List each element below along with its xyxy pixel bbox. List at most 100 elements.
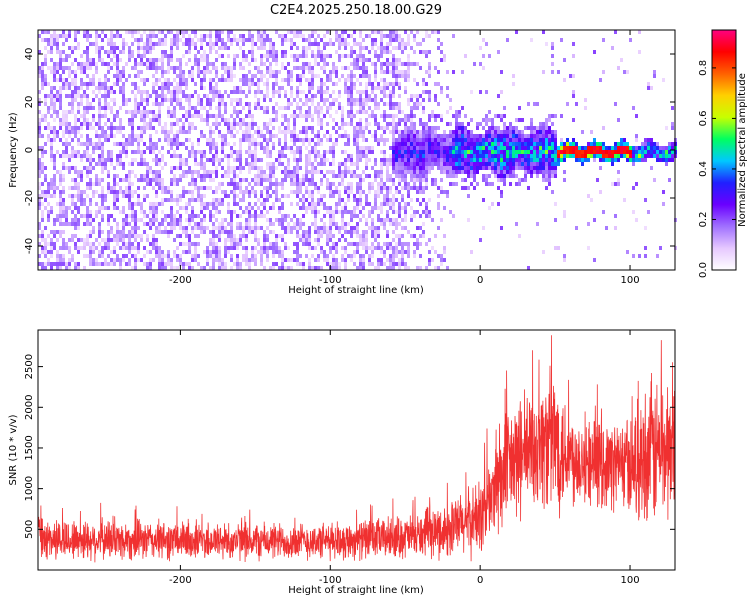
heatmap-cell xyxy=(236,154,239,158)
heatmap-cell xyxy=(365,86,368,90)
heatmap-cell xyxy=(161,94,164,98)
heatmap-cell xyxy=(437,82,440,86)
heatmap-cell xyxy=(236,266,239,270)
heatmap-cell xyxy=(419,130,422,134)
heatmap-cell xyxy=(308,266,311,270)
heatmap-cell xyxy=(353,210,356,214)
heatmap-cell xyxy=(254,130,257,134)
heatmap-cell xyxy=(359,190,362,194)
heatmap-cell xyxy=(86,110,89,114)
heatmap-cell xyxy=(110,250,113,254)
heatmap-cell xyxy=(176,254,179,258)
heatmap-cell xyxy=(380,38,383,42)
heatmap-cell xyxy=(359,194,362,198)
heatmap-cell xyxy=(242,106,245,110)
heatmap-cell xyxy=(50,126,53,130)
heatmap-cell xyxy=(314,110,317,114)
heatmap-cell xyxy=(188,218,191,222)
heatmap-cell xyxy=(125,30,128,34)
heatmap-cell xyxy=(452,170,455,174)
heatmap-cell xyxy=(38,110,41,114)
heatmap-cell xyxy=(428,126,431,130)
heatmap-cell xyxy=(236,110,239,114)
heatmap-cell xyxy=(203,250,206,254)
heatmap-cell xyxy=(53,118,56,122)
heatmap-cell xyxy=(344,90,347,94)
heatmap-cell xyxy=(299,106,302,110)
heatmap-cell xyxy=(401,218,404,222)
heatmap-cell xyxy=(152,42,155,46)
heatmap-cell xyxy=(179,226,182,230)
heatmap-cell xyxy=(128,30,131,34)
heatmap-cell xyxy=(464,166,467,170)
heatmap-cell xyxy=(230,146,233,150)
heatmap-cell xyxy=(491,134,494,138)
heatmap-cell xyxy=(77,42,80,46)
heatmap-cell xyxy=(386,122,389,126)
heatmap-cell xyxy=(68,134,71,138)
heatmap-cell xyxy=(344,202,347,206)
heatmap-cell xyxy=(188,38,191,42)
heatmap-cell xyxy=(50,138,53,142)
heatmap-cell xyxy=(317,202,320,206)
heatmap-cell xyxy=(482,146,485,150)
heatmap-cell xyxy=(83,166,86,170)
heatmap-cell xyxy=(134,202,137,206)
heatmap-cell xyxy=(473,154,476,158)
heatmap-cell xyxy=(254,226,257,230)
heatmap-cell xyxy=(278,250,281,254)
heatmap-cell xyxy=(527,150,530,154)
heatmap-cell xyxy=(254,122,257,126)
heatmap-cell xyxy=(62,118,65,122)
heatmap-cell xyxy=(83,106,86,110)
heatmap-cell xyxy=(485,154,488,158)
heatmap-cell xyxy=(263,42,266,46)
heatmap-cell xyxy=(416,106,419,110)
heatmap-cell xyxy=(44,238,47,242)
heatmap-cell xyxy=(305,170,308,174)
heatmap-cell xyxy=(305,206,308,210)
heatmap-cell xyxy=(74,186,77,190)
heatmap-cell xyxy=(53,94,56,98)
heatmap-cell xyxy=(56,254,59,258)
heatmap-cell xyxy=(101,130,104,134)
heatmap-cell xyxy=(353,130,356,134)
heatmap-cell xyxy=(353,206,356,210)
heatmap-cell xyxy=(323,34,326,38)
heatmap-cell xyxy=(452,142,455,146)
heatmap-cell xyxy=(440,146,443,150)
heatmap-cell xyxy=(263,150,266,154)
heatmap-cell xyxy=(68,194,71,198)
heatmap-cell xyxy=(89,126,92,130)
heatmap-cell xyxy=(164,226,167,230)
heatmap-cell xyxy=(230,238,233,242)
heatmap-cell xyxy=(86,218,89,222)
heatmap-cell xyxy=(398,134,401,138)
heatmap-cell xyxy=(302,130,305,134)
heatmap-cell xyxy=(140,94,143,98)
heatmap-cell xyxy=(77,186,80,190)
heatmap-cell xyxy=(422,90,425,94)
heatmap-cell xyxy=(92,106,95,110)
heatmap-cell xyxy=(434,138,437,142)
heatmap-cell xyxy=(137,194,140,198)
heatmap-cell xyxy=(95,34,98,38)
heatmap-cell xyxy=(398,234,401,238)
heatmap-cell xyxy=(491,170,494,174)
heatmap-cell xyxy=(341,214,344,218)
heatmap-cell xyxy=(152,258,155,262)
heatmap-cell xyxy=(365,118,368,122)
heatmap-cell xyxy=(140,70,143,74)
heatmap-cell xyxy=(392,146,395,150)
heatmap-cell xyxy=(209,70,212,74)
heatmap-cell xyxy=(479,154,482,158)
heatmap-cell xyxy=(212,190,215,194)
heatmap-cell xyxy=(149,46,152,50)
heatmap-cell xyxy=(263,46,266,50)
heatmap-cell xyxy=(248,138,251,142)
heatmap-cell xyxy=(38,126,41,130)
heatmap-cell xyxy=(320,38,323,42)
heatmap-cell xyxy=(245,258,248,262)
heatmap-cell xyxy=(92,74,95,78)
heatmap-cell xyxy=(218,106,221,110)
